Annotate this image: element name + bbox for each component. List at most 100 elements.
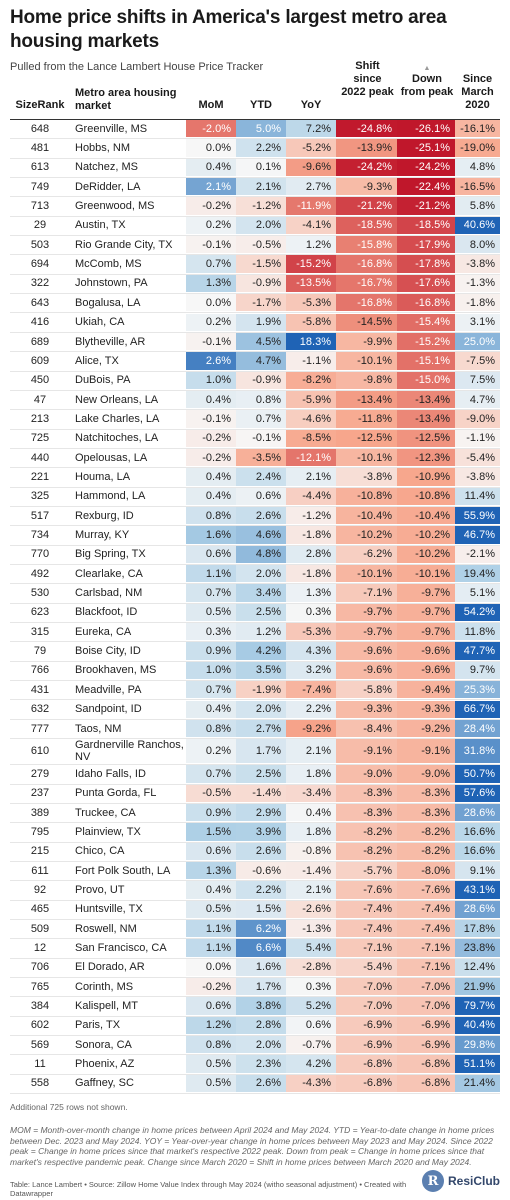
cell-yoy: 4.3% <box>286 642 336 660</box>
cell-yoy: -1.3% <box>286 920 336 938</box>
cell-since: 51.1% <box>455 1055 500 1073</box>
cell-mom: 1.5% <box>186 823 236 841</box>
header-down[interactable]: ▲ Down from peak <box>399 64 455 99</box>
cell-since: 11.4% <box>455 487 500 505</box>
cell-ytd: -1.4% <box>236 784 286 802</box>
cell-since: 3.1% <box>455 313 500 331</box>
cell-rank: 706 <box>30 961 50 974</box>
cell-market: Houma, LA <box>75 470 131 483</box>
header-mom[interactable]: MoM <box>198 99 224 111</box>
cell-down: -16.8% <box>397 294 455 312</box>
cell-shift: -7.0% <box>336 978 397 996</box>
cell-mom: 0.7% <box>186 765 236 783</box>
header-ytd[interactable]: YTD <box>250 99 272 111</box>
table-row: 765 Corinth, MS -0.2% 1.7% 0.3% -7.0% -7.0% 21.… <box>10 978 500 998</box>
cell-rank: 79 <box>33 645 47 658</box>
cell-ytd: 2.0% <box>236 700 286 718</box>
cell-yoy: 2.2% <box>286 700 336 718</box>
cell-mom: 1.3% <box>186 274 236 293</box>
page-subtitle: Pulled from the Lance Lambert House Pric… <box>10 61 264 73</box>
cell-mom: 0.2% <box>186 739 236 764</box>
header-shift[interactable]: Shift since 2022 peak <box>341 60 394 98</box>
table-row: 766 Brookhaven, MS 1.0% 3.5% 3.2% -9.6% -9.6% 9… <box>10 661 500 682</box>
cell-down: -13.4% <box>397 410 455 428</box>
cell-market: McComb, MS <box>75 258 142 271</box>
cell-down: -8.3% <box>397 803 455 822</box>
cell-since: -16.5% <box>455 178 500 196</box>
cell-shift: -7.4% <box>336 900 397 918</box>
table-row: 689 Blytheville, AR -0.1% 4.5% 18.3% -9.9% -15… <box>10 332 500 353</box>
cell-shift: -18.5% <box>336 216 397 235</box>
cell-market: New Orleans, LA <box>75 393 159 406</box>
cell-ytd: 4.8% <box>236 545 286 564</box>
cell-mom: 1.2% <box>186 1016 236 1035</box>
table-row: 322 Johnstown, PA 1.3% -0.9% -13.5% -16.7% -17… <box>10 274 500 295</box>
cell-mom: 1.6% <box>186 526 236 544</box>
cell-shift: -9.6% <box>336 661 397 680</box>
cell-shift: -7.1% <box>336 584 397 602</box>
cell-rank: 613 <box>30 161 50 174</box>
cell-since: 43.1% <box>455 881 500 899</box>
cell-since: 9.1% <box>455 861 500 880</box>
table-row: 389 Truckee, CA 0.9% 2.9% 0.4% -8.3% -8.3% 28.6… <box>10 803 500 824</box>
cell-shift: -6.9% <box>336 1036 397 1054</box>
cell-mom: 0.5% <box>186 1055 236 1073</box>
header-down-label: Down from peak <box>400 73 454 98</box>
cell-ytd: -1.2% <box>236 197 286 215</box>
hidden-rows-note: Additional 725 rows not shown. <box>10 1102 128 1113</box>
cell-yoy: -4.3% <box>286 1074 336 1093</box>
header-since[interactable]: Since March 2020 <box>461 73 494 111</box>
cell-since: 16.6% <box>455 823 500 841</box>
table-row: 29 Austin, TX 0.2% 2.0% -4.1% -18.5% -18.5% 40.… <box>10 216 500 237</box>
cell-mom: 1.0% <box>186 371 236 389</box>
cell-down: -9.6% <box>397 642 455 660</box>
cell-market: Rio Grande City, TX <box>75 238 173 251</box>
cell-ytd: 1.7% <box>236 739 286 764</box>
cell-shift: -7.1% <box>336 939 397 957</box>
cell-since: 66.7% <box>455 700 500 718</box>
cell-rank: 213 <box>30 412 50 425</box>
header-rank[interactable]: SizeRank <box>15 99 65 111</box>
cell-yoy: -1.8% <box>286 565 336 583</box>
cell-down: -26.1% <box>397 120 455 138</box>
table-row: 694 McComb, MS 0.7% -1.5% -15.2% -16.8% -17.8%… <box>10 255 500 275</box>
cell-mom: 2.1% <box>186 178 236 196</box>
cell-rank: 492 <box>30 567 50 580</box>
cell-shift: -7.4% <box>336 920 397 938</box>
cell-down: -7.1% <box>397 958 455 977</box>
cell-ytd: -1.7% <box>236 294 286 312</box>
cell-rank: 713 <box>30 200 50 213</box>
cell-market: Big Spring, TX <box>75 548 146 561</box>
cell-rank: 509 <box>30 922 50 935</box>
cell-ytd: 1.7% <box>236 978 286 996</box>
cell-yoy: -5.8% <box>286 313 336 331</box>
cell-mom: 0.3% <box>186 623 236 641</box>
cell-down: -8.2% <box>397 823 455 841</box>
page-title: Home price shifts in America's largest m… <box>10 7 447 52</box>
cell-yoy: -9.6% <box>286 158 336 177</box>
cell-rank: 29 <box>33 219 47 232</box>
header-market[interactable]: Metro area housing market <box>75 87 177 112</box>
cell-ytd: 2.6% <box>236 842 286 860</box>
cell-mom: 0.8% <box>186 1036 236 1054</box>
cell-ytd: 0.7% <box>236 410 286 428</box>
cell-yoy: 7.2% <box>286 120 336 138</box>
cell-market: Austin, TX <box>75 219 126 232</box>
cell-market: Lake Charles, LA <box>75 412 160 425</box>
cell-mom: -0.2% <box>186 978 236 996</box>
cell-down: -17.6% <box>397 274 455 293</box>
cell-shift: -8.2% <box>336 842 397 860</box>
cell-shift: -6.2% <box>336 545 397 564</box>
cell-rank: 12 <box>33 942 47 955</box>
cell-yoy: -5.3% <box>286 294 336 312</box>
table-row: 611 Fort Polk South, LA 1.3% -0.6% -1.4% -5.7… <box>10 861 500 882</box>
cell-market: Opelousas, LA <box>75 451 148 464</box>
cell-yoy: -5.2% <box>286 139 336 157</box>
header-yoy[interactable]: YoY <box>300 99 322 111</box>
cell-yoy: -1.2% <box>286 507 336 525</box>
table-row: 795 Plainview, TX 1.5% 3.9% 1.8% -8.2% -8.2% 16… <box>10 823 500 843</box>
cell-shift: -10.4% <box>336 507 397 525</box>
cell-market: Ukiah, CA <box>75 316 125 329</box>
cell-ytd: 1.2% <box>236 623 286 641</box>
cell-market: Truckee, CA <box>75 806 136 819</box>
